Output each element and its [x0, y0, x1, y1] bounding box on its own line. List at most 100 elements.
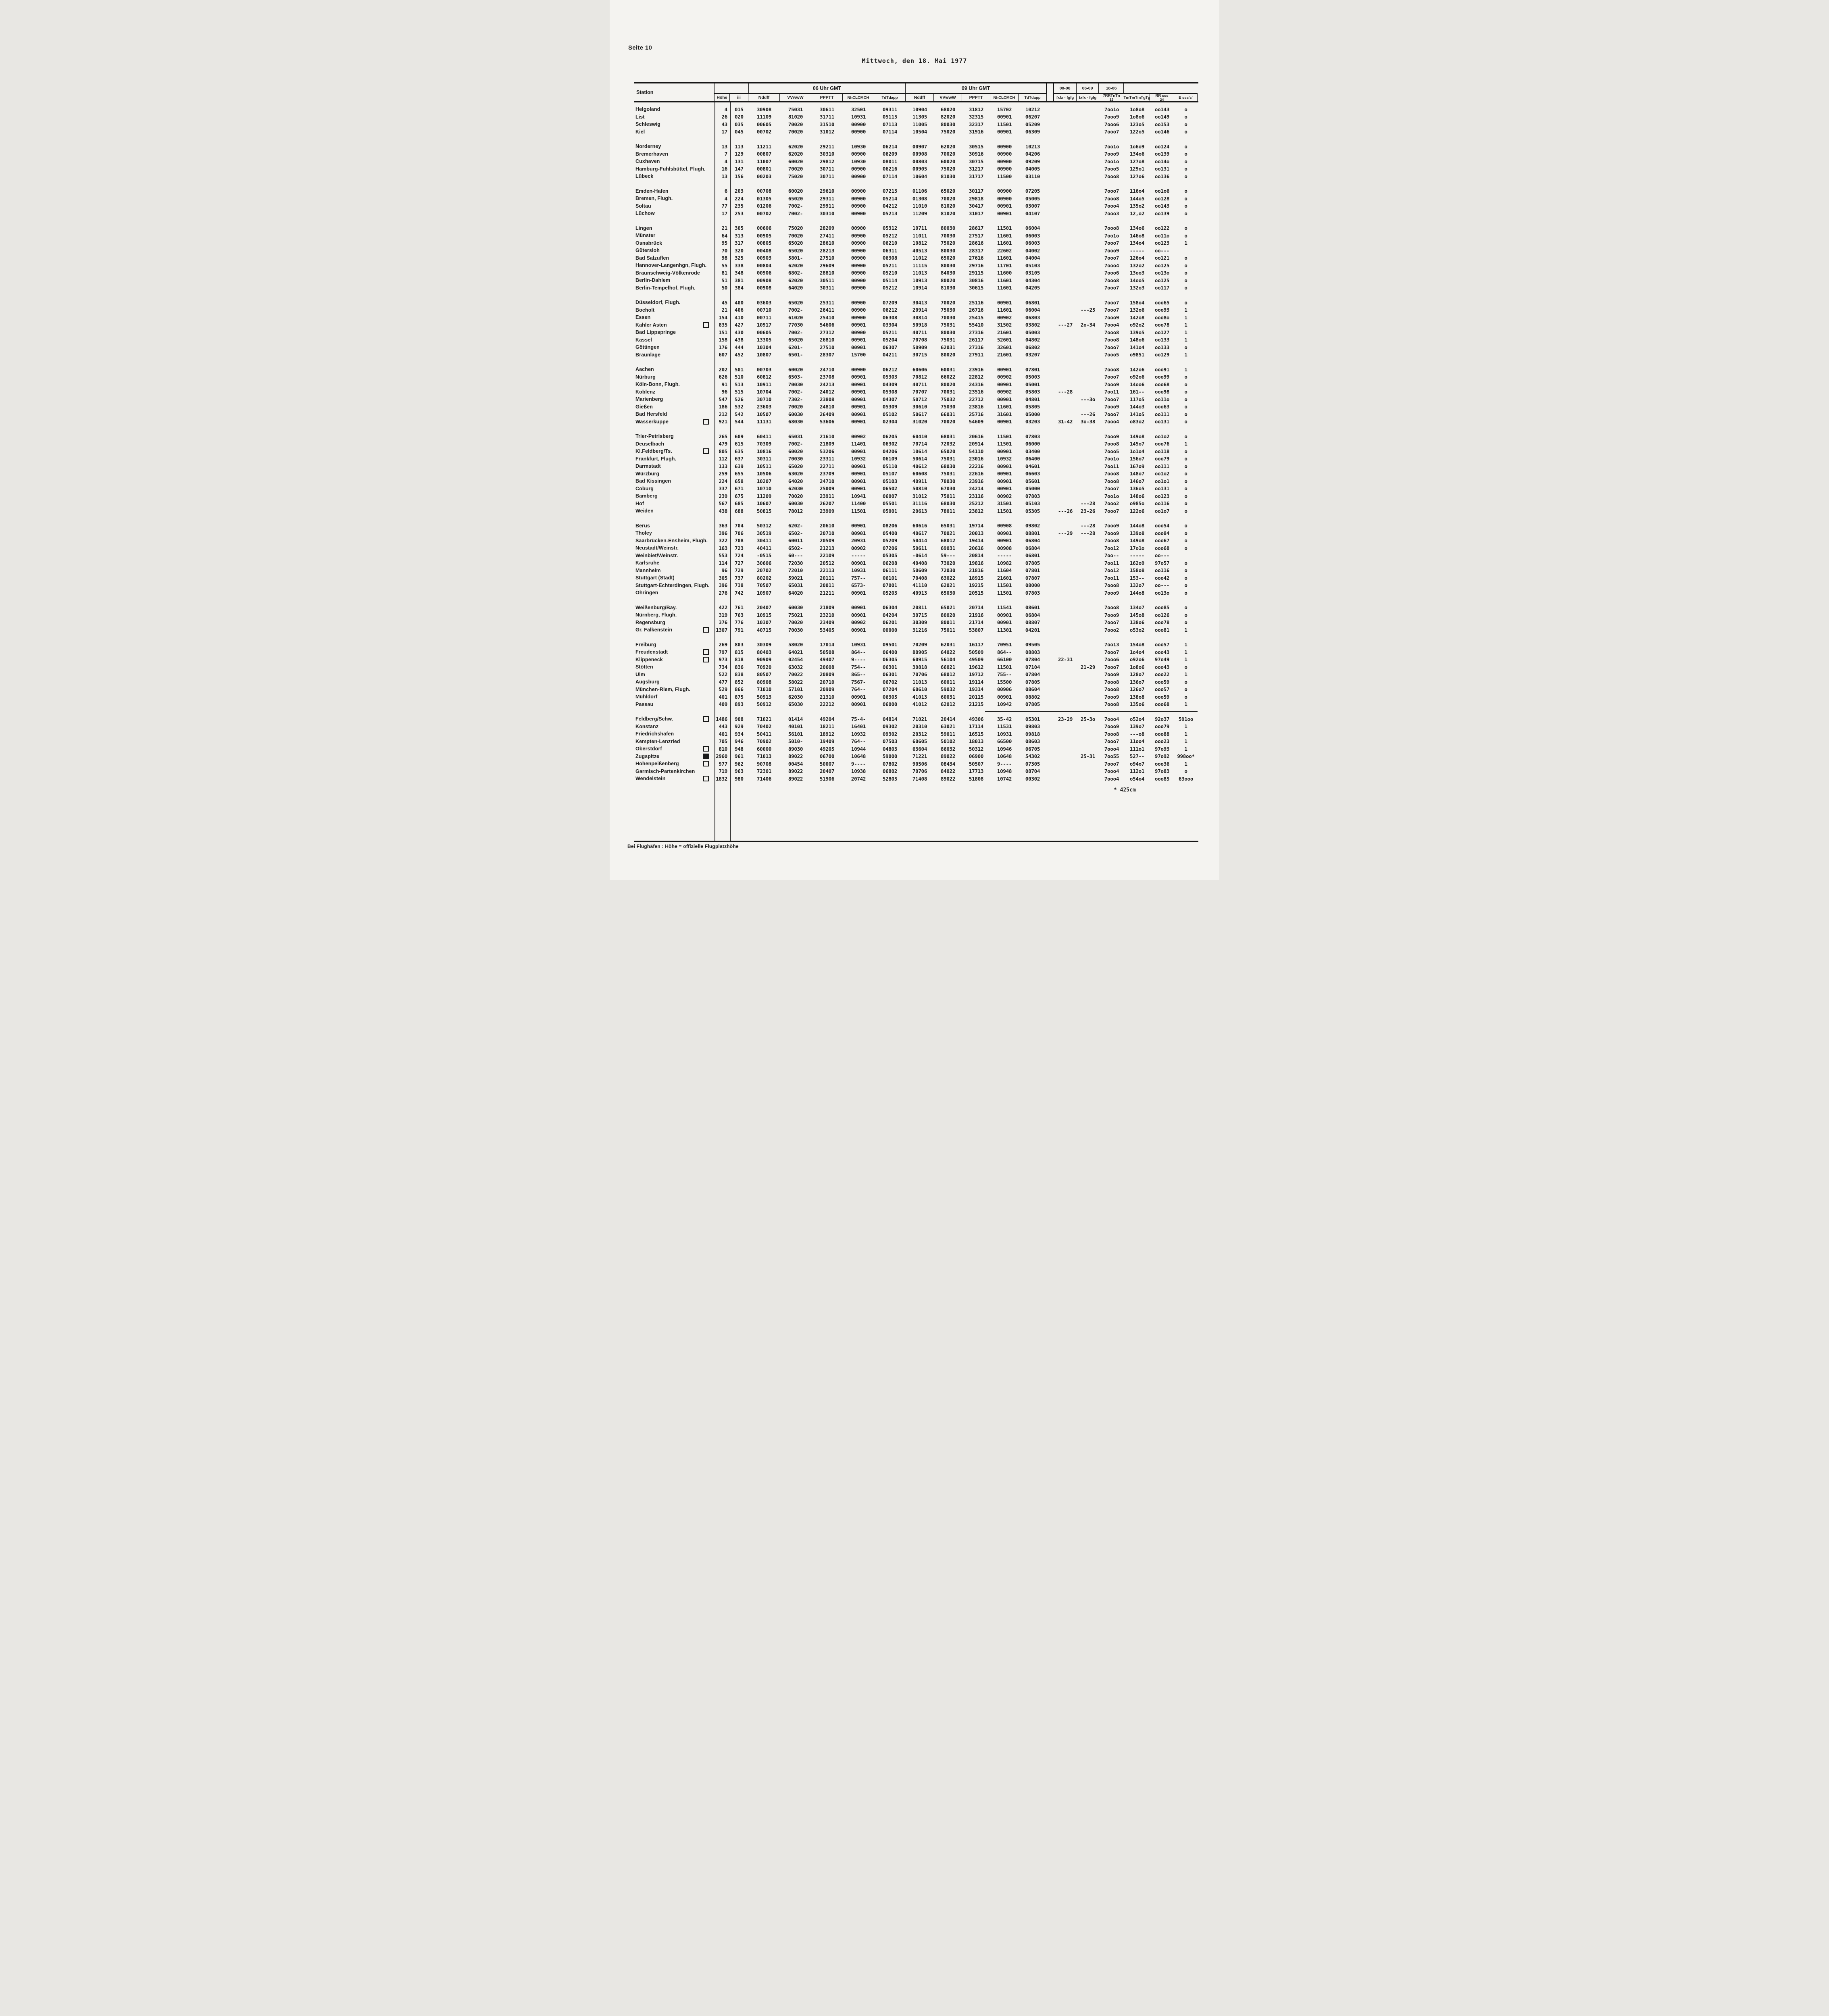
hoehe-value: 17: [721, 210, 728, 217]
obs-09-4: 04601: [1025, 463, 1040, 469]
obs-09-4: 05601: [1025, 478, 1040, 484]
wind-06-09-value: ---28: [1080, 523, 1096, 529]
station-cell: List: [634, 114, 715, 120]
obs-06-0: 03603: [756, 299, 772, 306]
obs-09-1: 68030: [940, 500, 956, 507]
e-value: o: [1184, 463, 1187, 469]
obs-06-4: 05212: [882, 232, 898, 239]
obs-06-3: 00901: [851, 374, 866, 380]
rr24-value: oo11o: [1154, 396, 1170, 402]
e-value: 1: [1184, 760, 1187, 767]
obs-09-4: 07803: [1025, 433, 1040, 439]
obs-09-3: 22602: [997, 247, 1012, 254]
obs-06-3: 865--: [851, 671, 866, 678]
rr24-value: oo131: [1154, 166, 1170, 172]
hoehe-value: 259: [719, 471, 727, 477]
station-name: Coburg: [635, 485, 654, 492]
station-number: 685: [735, 500, 744, 507]
obs-06-4: 05209: [882, 537, 898, 544]
obs-06-2: 30711: [819, 173, 835, 179]
obs-09-3: 00901: [997, 299, 1012, 306]
rr12-value: 7oo11: [1104, 560, 1119, 566]
hoehe-value: 45: [721, 299, 728, 306]
obs-06-3: 10930: [851, 143, 866, 150]
e-value: 1: [1184, 656, 1187, 663]
rr12-value: 7ooo8: [1104, 225, 1119, 231]
obs-06-1: 65031: [788, 582, 803, 589]
obs-09-3: 66500: [997, 738, 1012, 745]
obs-09-4: 07804: [1025, 656, 1040, 663]
obs-09-0: 10812: [912, 240, 927, 246]
station-name: Gr. Falkenstein: [635, 627, 673, 633]
rr24-value: oo131: [1154, 485, 1170, 492]
station-number: 838: [735, 671, 744, 678]
hoehe-value: 607: [719, 352, 727, 358]
obs-09-1: 75031: [940, 337, 956, 343]
obs-09-2: 25212: [969, 500, 984, 507]
obs-06-3: 20742: [851, 775, 866, 782]
col-header-clouds-09: NhCLCMCH: [990, 94, 1019, 101]
tmax-value: 156o7: [1129, 456, 1145, 462]
obs-06-1: 70020: [788, 619, 803, 626]
obs-09-0: 30818: [912, 664, 927, 670]
obs-06-4: 05203: [882, 589, 898, 596]
tmax-value: 148o6: [1129, 337, 1145, 343]
station-number: 035: [735, 121, 744, 127]
e-value: 1: [1184, 329, 1187, 335]
station-name: Berlin-Dahlem: [635, 277, 671, 283]
obs-06-3: 10931: [851, 567, 866, 574]
obs-09-1: 75011: [940, 627, 956, 633]
table-row: Kassel 158 438 13305 65020 26810 00901 05204 707…: [634, 336, 1198, 344]
obs-09-4: 05305: [1025, 508, 1040, 514]
rr24-value: oo133: [1154, 337, 1170, 343]
obs-09-1: 68012: [940, 537, 956, 544]
hoehe-value: 322: [719, 537, 727, 544]
col-header-e-sss: E sss's': [1174, 94, 1198, 101]
obs-09-4: 05803: [1025, 389, 1040, 395]
station-number: 803: [735, 641, 744, 648]
obs-09-1: 81030: [940, 285, 956, 291]
obs-06-2: 24810: [819, 404, 835, 410]
obs-06-2: 24710: [819, 366, 835, 373]
obs-09-3: 11501: [997, 582, 1012, 589]
obs-09-2: 19114: [969, 679, 984, 685]
col-header-tdtdapp-06: TdTdapp: [874, 94, 906, 101]
rr24-value: oo124: [1154, 143, 1170, 150]
hoehe-value: 337: [719, 485, 727, 492]
tmax-value: 139o7: [1129, 723, 1145, 730]
obs-09-2: 20616: [969, 545, 984, 551]
station-name: Tholey: [635, 530, 652, 536]
obs-09-2: 24316: [969, 381, 984, 387]
tmax-value: 158o8: [1129, 567, 1145, 574]
station-name: Münster: [635, 233, 656, 239]
obs-06-1: 89022: [788, 775, 803, 782]
rr24-value: oo14o: [1154, 158, 1170, 165]
rr24-value: ooo88: [1154, 731, 1170, 737]
table-row: Weiden 438 688 50815 78012 23909 11501 05001 206…: [634, 507, 1198, 515]
obs-09-4: 09209: [1025, 158, 1040, 165]
obs-09-2: 32315: [969, 114, 984, 120]
obs-06-2: 28810: [819, 270, 835, 276]
tmax-value: 127o8: [1129, 158, 1145, 165]
obs-06-1: 7002-: [788, 389, 803, 395]
station-name: Stuttgart (Stadt): [635, 575, 675, 581]
obs-06-4: 59000: [882, 753, 898, 760]
tmax-value: 123o5: [1129, 121, 1145, 127]
obs-06-0: 71406: [756, 775, 772, 782]
obs-06-4: 06308: [882, 314, 898, 321]
station-number: 961: [735, 753, 744, 760]
obs-09-2: 50507: [969, 760, 984, 767]
station-cell: Bocholt: [634, 307, 715, 313]
obs-06-1: 5801-: [788, 255, 803, 261]
tmax-value: -----: [1129, 552, 1145, 559]
obs-09-3: 00901: [997, 129, 1012, 135]
obs-06-1: 77030: [788, 322, 803, 328]
obs-06-2: 20111: [819, 575, 835, 581]
rr24-value: oo1o2: [1154, 471, 1170, 477]
obs-06-2: 50007: [819, 760, 835, 767]
obs-09-2: 54609: [969, 419, 984, 425]
obs-06-1: 60020: [788, 188, 803, 194]
table-row: Gießen 186 532 23603 70020 24810 00901 05309 306…: [634, 403, 1198, 411]
obs-06-3: 00900: [851, 195, 866, 202]
obs-09-3: 00901: [997, 612, 1012, 618]
